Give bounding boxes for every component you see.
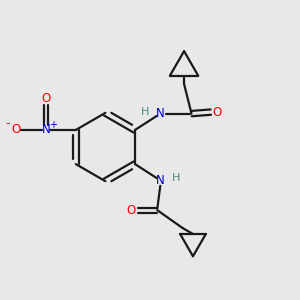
Text: +: + xyxy=(50,121,58,130)
Text: N: N xyxy=(156,107,165,120)
Text: N: N xyxy=(156,174,165,187)
Text: O: O xyxy=(127,204,136,217)
Text: H: H xyxy=(141,107,149,117)
Text: O: O xyxy=(213,106,222,118)
Text: N: N xyxy=(42,123,50,136)
Text: O: O xyxy=(41,92,51,105)
Text: -: - xyxy=(6,118,10,130)
Text: O: O xyxy=(12,123,21,136)
Text: H: H xyxy=(172,173,180,183)
